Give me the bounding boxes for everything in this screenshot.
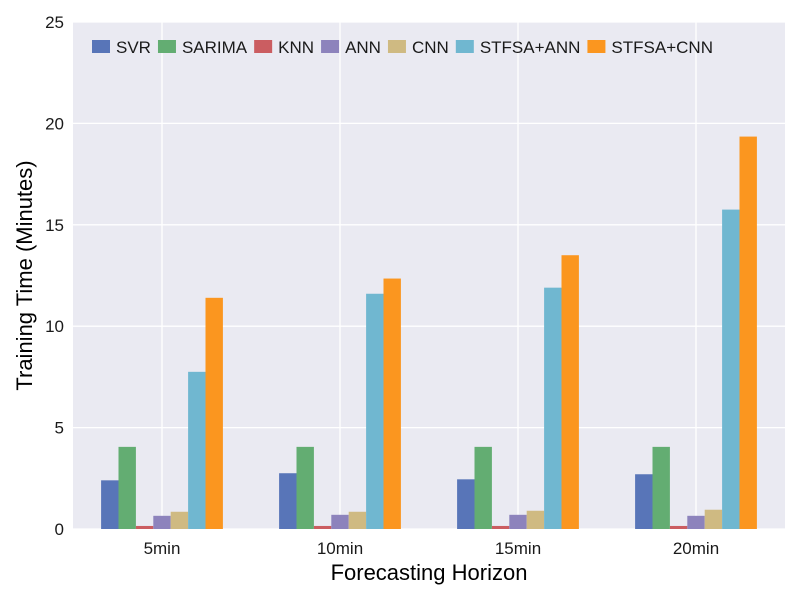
bar-sarima-20min <box>652 446 670 529</box>
x-tick-label: 20min <box>673 539 719 558</box>
plot-area <box>73 22 785 529</box>
bar-cnn-20min <box>704 509 723 529</box>
bars <box>101 136 757 529</box>
bar-ann-15min <box>509 514 527 529</box>
bar-stfsa-ann-15min <box>544 287 562 529</box>
bar-stfsa-cnn-20min <box>739 136 757 529</box>
x-tick-label: 10min <box>317 539 363 558</box>
x-tick-labels: 5min 10min 15min 20min <box>144 539 720 558</box>
legend-label: STFSA+ANN <box>480 38 581 57</box>
bar-svr-20min <box>635 474 653 529</box>
legend-swatch <box>254 40 273 53</box>
bar-svr-15min <box>457 479 475 529</box>
x-tick-label: 5min <box>144 539 181 558</box>
legend-label: ANN <box>345 38 381 57</box>
legend-label: SVR <box>116 38 151 57</box>
legend-swatch <box>387 40 406 53</box>
bar-stfsa-ann-10min <box>366 293 384 529</box>
legend-label: CNN <box>412 38 449 57</box>
y-axis-title: Training Time (Minutes) <box>12 160 37 390</box>
bar-ann-20min <box>687 515 705 529</box>
bar-knn-10min <box>313 525 332 529</box>
bar-ann-10min <box>331 514 349 529</box>
bar-stfsa-cnn-5min <box>205 297 223 529</box>
y-tick-label: 0 <box>55 520 64 539</box>
bar-svr-10min <box>279 473 297 529</box>
bar-ann-5min <box>153 515 171 529</box>
bar-cnn-5min <box>170 511 189 529</box>
x-tick-label: 15min <box>495 539 541 558</box>
legend-swatch <box>92 40 110 53</box>
legend-swatch <box>587 40 606 53</box>
bar-stfsa-cnn-10min <box>383 278 401 529</box>
bar-sarima-5min <box>118 446 136 529</box>
y-tick-label: 25 <box>45 13 64 32</box>
y-tick-label: 20 <box>45 114 64 133</box>
bar-sarima-15min <box>474 446 492 529</box>
x-axis-title: Forecasting Horizon <box>331 560 528 585</box>
legend-swatch <box>455 40 474 53</box>
legend-label: KNN <box>278 38 314 57</box>
y-tick-label: 10 <box>45 317 64 336</box>
bar-stfsa-ann-20min <box>722 209 740 529</box>
bar-cnn-15min <box>526 510 545 529</box>
bar-sarima-10min <box>296 446 314 529</box>
legend-label: STFSA+CNN <box>611 38 713 57</box>
bar-svr-5min <box>101 480 119 529</box>
y-tick-label: 5 <box>55 419 64 438</box>
y-tick-label: 15 <box>45 216 64 235</box>
legend-label: SARIMA <box>182 38 248 57</box>
bar-knn-15min <box>491 525 510 529</box>
legend-swatch <box>321 40 340 53</box>
legend: SVR SARIMA KNN ANN CNN STFSA+ANN STFSA+CNN <box>92 38 713 57</box>
y-tick-labels: 0 5 10 15 20 25 <box>45 13 64 539</box>
bar-stfsa-ann-5min <box>188 371 206 529</box>
bar-stfsa-cnn-15min <box>561 255 579 529</box>
bar-cnn-10min <box>348 511 367 529</box>
legend-swatch <box>157 40 176 53</box>
bar-knn-20min <box>669 525 688 529</box>
bar-knn-5min <box>135 525 154 529</box>
